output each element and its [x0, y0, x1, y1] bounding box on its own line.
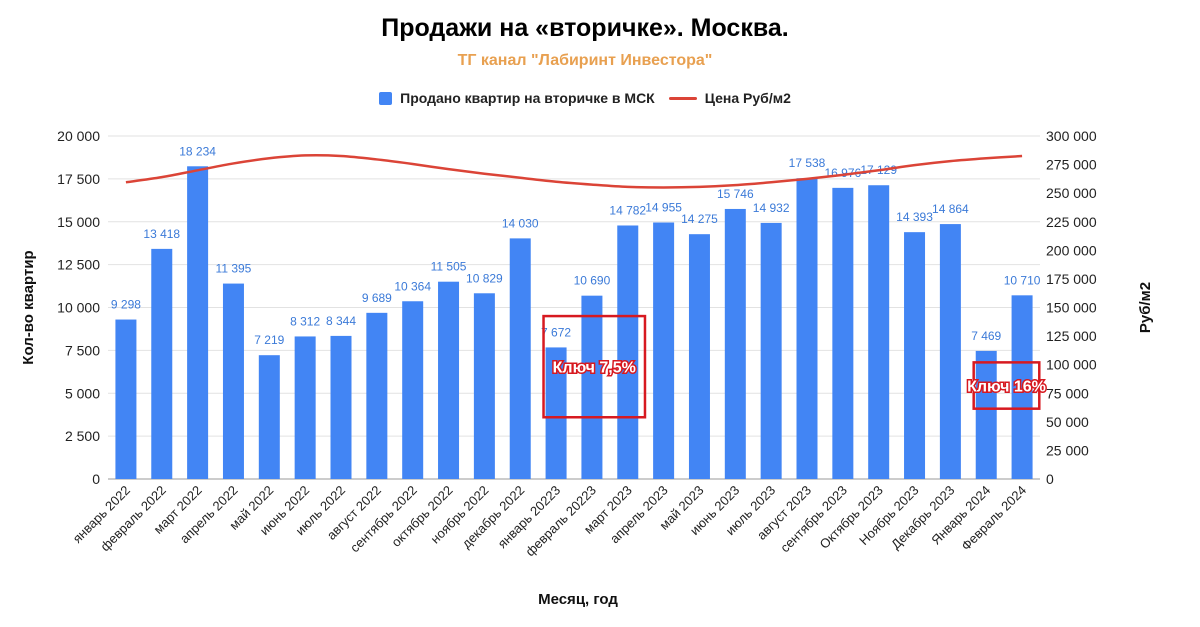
chart-title: Продажи на «вторичке». Москва.: [381, 14, 789, 42]
bar: [975, 350, 997, 479]
y-tick-label: 7 500: [65, 342, 100, 358]
bar: [366, 312, 388, 479]
y-tick-label: 0: [92, 471, 100, 487]
data-label: 10 710: [1004, 273, 1041, 287]
bar: [258, 355, 280, 479]
annotation-box: [972, 361, 1041, 410]
chart-subtitle: ТГ канал "Лабиринт Инвестора": [457, 52, 713, 69]
bar: [438, 281, 460, 479]
y2-tick-label: 150 000: [1046, 300, 1097, 316]
y-tick-label: 15 000: [57, 214, 100, 230]
data-label: 9 689: [362, 291, 392, 305]
y2-tick-label: 0: [1046, 471, 1054, 487]
x-axis-title: Месяц, год: [538, 591, 618, 608]
bar: [688, 234, 710, 479]
bar: [115, 319, 137, 479]
bar: [151, 248, 173, 479]
data-label: 14 393: [896, 210, 933, 224]
bar: [187, 166, 209, 479]
data-label: 11 505: [431, 260, 467, 274]
data-label: 13 418: [143, 227, 180, 241]
data-label: 7 672: [541, 325, 571, 339]
y2-axis-title: Руб/м2: [1137, 282, 1154, 333]
bar: [222, 283, 244, 479]
data-label: 14 864: [932, 202, 969, 216]
data-label: 7 469: [971, 329, 1001, 343]
bar: [617, 225, 639, 479]
bar: [294, 336, 316, 479]
bar: [509, 238, 531, 479]
y-tick-label: 12 500: [57, 257, 100, 273]
y2-tick-label: 50 000: [1046, 414, 1089, 430]
annotation-label: Ключ 16%: [967, 379, 1046, 396]
legend-label-sales: Продано квартир на вторичке в МСК: [400, 90, 655, 106]
x-tick-label: Февраль 2024: [958, 483, 1029, 554]
y2-tick-label: 175 000: [1046, 271, 1097, 287]
legend-label-price: Цена Руб/м2: [704, 90, 791, 106]
data-label: 18 234: [179, 144, 216, 158]
bar: [1011, 295, 1033, 479]
bar: [545, 347, 567, 479]
bar: [653, 222, 675, 480]
bar: [868, 185, 890, 479]
legend-swatch-sales: [379, 91, 393, 105]
legend-swatch-price: [668, 96, 697, 100]
y-tick-label: 10 000: [57, 300, 100, 316]
data-label: 14 782: [609, 203, 646, 217]
data-label: 9 298: [111, 298, 141, 312]
y2-tick-label: 200 000: [1046, 242, 1097, 258]
y2-tick-label: 100 000: [1046, 357, 1097, 373]
bar: [581, 295, 603, 479]
data-label: 14 955: [645, 201, 682, 215]
y2-tick-label: 75 000: [1046, 385, 1089, 401]
data-label: 14 030: [502, 216, 539, 230]
data-label: 10 364: [394, 279, 431, 293]
bar: [760, 222, 782, 479]
y-tick-label: 17 500: [57, 171, 100, 187]
data-label: 17 538: [789, 156, 826, 170]
bar: [330, 335, 352, 479]
y-tick-label: 20 000: [57, 128, 100, 144]
y2-tick-label: 250 000: [1046, 185, 1097, 201]
legend-item-price: Цена Руб/м2: [668, 90, 791, 106]
data-label: 15 746: [717, 187, 754, 201]
y2-tick-label: 25 000: [1046, 442, 1089, 458]
data-label: 14 932: [753, 201, 790, 215]
data-label: 10 829: [466, 271, 503, 285]
annotation-label: Ключ 7,5%: [553, 360, 636, 377]
legend: Продано квартир на вторичке в МСК Цена Р…: [0, 90, 1170, 106]
data-label: 7 219: [254, 333, 284, 347]
y2-tick-label: 125 000: [1046, 328, 1097, 344]
bar: [832, 187, 854, 479]
series-line-price: [125, 154, 1023, 189]
bar: [796, 178, 818, 479]
bar: [402, 301, 424, 479]
bar: [724, 208, 746, 479]
y2-tick-label: 275 000: [1046, 157, 1097, 173]
y2-tick-label: 300 000: [1046, 128, 1097, 144]
bar: [939, 224, 961, 479]
y-axis-title: Кол-во квартир: [20, 250, 37, 364]
bar: [473, 293, 495, 479]
y-tick-label: 2 500: [65, 428, 100, 444]
annotation-box: [542, 314, 647, 419]
y2-tick-label: 225 000: [1046, 214, 1097, 230]
data-label: 14 275: [681, 212, 718, 226]
legend-item-sales: Продано квартир на вторичке в МСК: [379, 90, 655, 106]
data-label: 8 344: [326, 314, 356, 328]
data-label: 11 395: [216, 262, 252, 276]
y-tick-label: 5 000: [65, 385, 100, 401]
data-label: 10 690: [574, 274, 611, 288]
data-label: 8 312: [290, 314, 320, 328]
bar: [904, 232, 926, 479]
